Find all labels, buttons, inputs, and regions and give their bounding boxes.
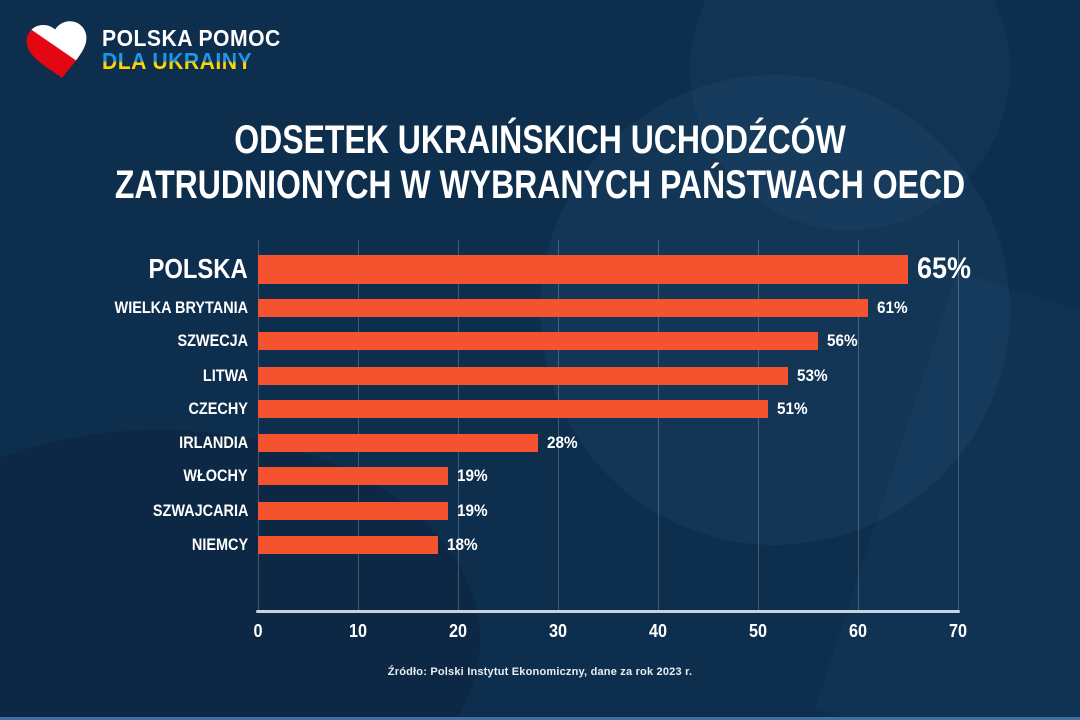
bar xyxy=(258,400,768,418)
value-label: 51% xyxy=(777,399,808,418)
x-axis-tick-label: 0 xyxy=(253,621,263,641)
x-axis-tick-label: 60 xyxy=(848,621,868,641)
country-label: NIEMCY xyxy=(191,535,248,554)
gridline xyxy=(558,240,559,612)
x-axis-tick-label: 50 xyxy=(748,621,768,641)
bar xyxy=(258,332,818,350)
x-axis-tick-label: 10 xyxy=(348,621,368,641)
x-axis-tick-label: 40 xyxy=(648,621,668,641)
bar xyxy=(258,254,908,284)
value-label: 56% xyxy=(827,331,858,350)
country-label: IRLANDIA xyxy=(178,433,248,452)
bar xyxy=(258,502,448,520)
chart-title-line2: ZATRUDNIONYCH W WYBRANYCH PAŃSTWACH OECD xyxy=(114,163,966,207)
polska-pomoc-logo: POLSKA POMOC DLA UKRAINY xyxy=(22,12,296,88)
country-label: WŁOCHY xyxy=(183,466,248,485)
value-label: 53% xyxy=(797,366,828,385)
bar xyxy=(258,467,448,485)
bar xyxy=(258,434,538,452)
country-label: CZECHY xyxy=(188,399,248,418)
chart-title: ODSETEK UKRAIŃSKICH UCHODŹCÓW ZATRUDNION… xyxy=(0,118,1080,208)
value-label: 19% xyxy=(457,501,488,520)
heart-icon xyxy=(26,21,87,78)
x-axis-tick-label: 30 xyxy=(548,621,568,641)
value-label: 61% xyxy=(877,298,908,317)
country-label: SZWAJCARIA xyxy=(152,501,248,520)
bar xyxy=(258,367,788,385)
x-axis-tick-label: 20 xyxy=(448,621,468,641)
x-axis-tick-label: 70 xyxy=(948,621,968,641)
country-label: LITWA xyxy=(203,366,248,385)
gridline xyxy=(958,240,959,612)
value-label: 18% xyxy=(447,535,478,554)
country-label: WIELKA BRYTANIA xyxy=(114,298,248,317)
value-label: 65% xyxy=(917,252,972,285)
gridline xyxy=(258,240,259,612)
x-axis-line xyxy=(256,610,960,613)
bottom-accent-strip xyxy=(0,717,1080,720)
gridline xyxy=(358,240,359,612)
gridline xyxy=(858,240,859,612)
logo-text-line1: POLSKA POMOC xyxy=(102,24,281,51)
source-note: Źródło: Polski Instytut Ekonomiczny, dan… xyxy=(387,666,693,678)
bar xyxy=(258,536,438,554)
gridline xyxy=(758,240,759,612)
chart-title-line1: ODSETEK UKRAIŃSKICH UCHODŹCÓW xyxy=(234,118,846,162)
gridline xyxy=(658,240,659,612)
country-label: SZWECJA xyxy=(177,331,248,350)
bar xyxy=(258,299,868,317)
value-label: 28% xyxy=(547,433,578,452)
gridline xyxy=(458,240,459,612)
country-label: POLSKA xyxy=(148,253,248,284)
logo-text-line2: DLA UKRAINY xyxy=(102,49,281,73)
value-label: 19% xyxy=(457,466,488,485)
